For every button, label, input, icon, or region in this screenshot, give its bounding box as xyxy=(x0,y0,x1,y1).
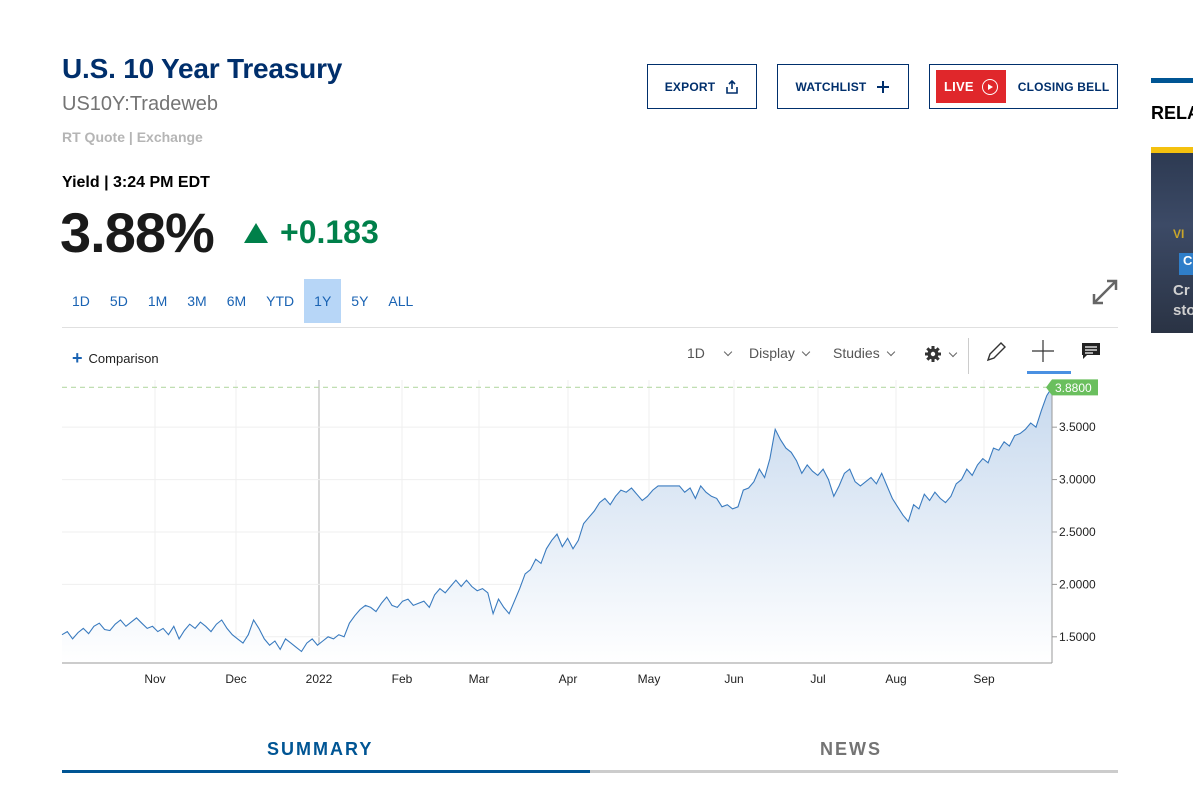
price-change: +0.183 xyxy=(244,214,379,251)
y-tick-label: 3.0000 xyxy=(1059,473,1096,487)
export-button[interactable]: EXPORT xyxy=(647,64,757,109)
range-1y[interactable]: 1Y xyxy=(304,279,342,323)
studies-dropdown[interactable]: Studies xyxy=(833,345,895,361)
tab-summary[interactable]: SUMMARY xyxy=(267,739,374,759)
divider xyxy=(62,327,1118,328)
x-tick-label: Jul xyxy=(810,672,825,686)
x-tick-label: Nov xyxy=(144,672,165,686)
watchlist-button[interactable]: WATCHLIST xyxy=(777,64,909,109)
quote-time: 3:24 PM EDT xyxy=(113,174,210,191)
sidebar-accent xyxy=(1151,78,1193,83)
card-title: Crsto xyxy=(1173,282,1193,319)
gear-icon xyxy=(925,346,941,362)
range-3m[interactable]: 3M xyxy=(187,293,207,309)
x-tick-label: 2022 xyxy=(306,672,333,686)
related-heading: RELA xyxy=(1151,103,1193,123)
closing-bell-label: CLOSING BELL xyxy=(1017,79,1110,94)
range-1m[interactable]: 1M xyxy=(147,293,168,309)
closing-bell-button[interactable]: LIVE CLOSING BELL xyxy=(929,64,1118,109)
settings-dropdown[interactable] xyxy=(924,345,958,363)
tab-news-indicator xyxy=(590,770,1118,773)
symbol: US10Y:Tradeweb xyxy=(62,93,219,115)
display-dropdown[interactable]: Display xyxy=(749,345,811,361)
watchlist-label: WATCHLIST xyxy=(795,79,867,94)
range-ytd[interactable]: YTD xyxy=(266,293,295,309)
y-tick-label: 3.5000 xyxy=(1059,420,1096,434)
tab-news[interactable]: NEWS xyxy=(820,739,882,759)
y-tick-label: 1.5000 xyxy=(1059,630,1096,644)
related-video-card[interactable]: VI C Crsto xyxy=(1151,147,1193,333)
comparison-button[interactable]: + Comparison xyxy=(72,348,159,369)
crosshair-active-indicator xyxy=(1027,371,1071,374)
price-chart[interactable]: 1.5000 2.0000 2.5000 3.0000 3.5000 Nov Dec 2022… xyxy=(0,375,1130,695)
pencil-icon[interactable] xyxy=(984,340,1008,364)
range-1d[interactable]: 1D xyxy=(72,293,90,309)
x-tick-label: Mar xyxy=(469,672,490,686)
comment-icon[interactable] xyxy=(1080,341,1102,361)
live-badge: LIVE xyxy=(936,70,1006,103)
yield-label: Yield xyxy=(62,174,100,191)
card-text-1: VI xyxy=(1173,227,1185,241)
x-tick-label: Aug xyxy=(885,672,906,686)
plus-icon xyxy=(877,80,890,93)
crosshair-icon[interactable] xyxy=(1030,338,1056,364)
range-5d[interactable]: 5D xyxy=(109,293,128,309)
x-tick-label: Apr xyxy=(559,672,578,686)
quote-source: RT Quote | Exchange xyxy=(62,129,203,145)
x-tick-label: Feb xyxy=(392,672,413,686)
last-price: 3.88% xyxy=(60,201,215,264)
chevron-down-icon xyxy=(723,347,733,357)
chevron-down-icon xyxy=(801,347,811,357)
play-icon xyxy=(981,78,998,95)
chevron-down-icon xyxy=(886,347,895,357)
range-selector: 1D 5D 1M 3M 6M YTD 1Y 5Y ALL xyxy=(62,279,423,323)
yield-time-label: Yield | 3:24 PM EDT xyxy=(62,174,210,191)
y-tick-label: 2.5000 xyxy=(1059,525,1096,539)
export-label: EXPORT xyxy=(664,79,716,94)
expand-icon[interactable] xyxy=(1091,278,1119,306)
range-5y[interactable]: 5Y xyxy=(351,293,369,309)
interval-dropdown[interactable]: 1D xyxy=(687,345,733,361)
chevron-down-icon xyxy=(948,348,958,358)
interval-label: 1D xyxy=(687,345,705,361)
x-tick-label: Dec xyxy=(225,672,246,686)
tab-summary-indicator xyxy=(62,770,590,773)
y-tick-label: 2.0000 xyxy=(1059,577,1096,591)
last-value-badge xyxy=(1046,379,1098,396)
studies-label: Studies xyxy=(833,345,880,361)
toolbar-divider xyxy=(968,338,969,374)
display-label: Display xyxy=(749,345,795,361)
live-label: LIVE xyxy=(944,79,974,94)
plus-icon: + xyxy=(72,348,83,368)
series-area xyxy=(62,387,1052,663)
series-line xyxy=(61,387,1053,653)
x-tick-label: Sep xyxy=(973,672,995,686)
range-all[interactable]: ALL xyxy=(388,293,414,309)
page-title: U.S. 10 Year Treasury xyxy=(62,53,343,84)
change-value: +0.183 xyxy=(280,214,379,250)
comparison-label: Comparison xyxy=(88,351,159,366)
share-icon xyxy=(726,79,739,94)
last-value-label: 3.8800 xyxy=(1055,381,1092,395)
x-tick-label: Jun xyxy=(724,672,743,686)
card-badge: C xyxy=(1179,253,1193,275)
range-6m[interactable]: 6M xyxy=(226,293,247,309)
up-arrow-icon xyxy=(244,222,268,243)
x-tick-label: May xyxy=(638,672,661,686)
